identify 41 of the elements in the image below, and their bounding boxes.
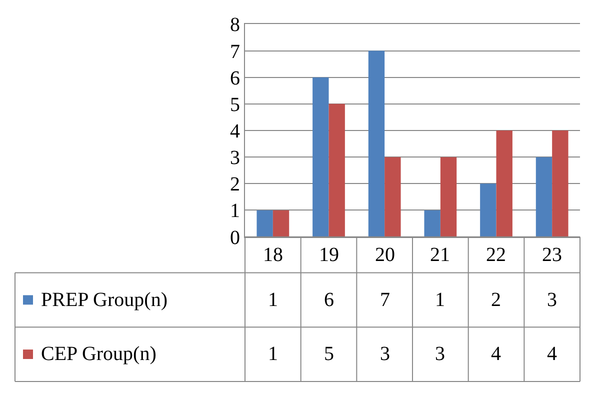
bar (440, 157, 457, 237)
legend-label: CEP Group(n) (41, 343, 156, 365)
y-tick-label: 3 (230, 147, 240, 170)
x-tick-label: 21 (430, 244, 450, 266)
bar (256, 210, 273, 237)
data-label: 3 (435, 343, 445, 365)
data-label: 4 (547, 343, 557, 365)
x-tick-label: 20 (375, 244, 395, 266)
y-tick-label: 6 (230, 67, 240, 90)
bar (536, 157, 552, 237)
data-label: 1 (268, 289, 278, 311)
bar (552, 130, 568, 237)
bar (496, 130, 512, 237)
data-label: 1 (435, 289, 445, 311)
data-label: 1 (268, 343, 278, 365)
bar (328, 104, 345, 237)
data-label: 3 (380, 343, 390, 365)
y-tick-label: 5 (230, 94, 240, 116)
data-label: 4 (491, 343, 501, 365)
y-tick-label: 1 (230, 200, 240, 222)
y-tick-label: 4 (230, 120, 240, 143)
data-label: 6 (324, 289, 334, 311)
x-tick-label: 19 (319, 244, 339, 266)
bar (368, 50, 385, 237)
x-tick-label: 23 (542, 244, 562, 266)
data-label: 7 (380, 289, 390, 311)
data-label: 2 (491, 289, 501, 311)
bar (272, 210, 290, 237)
y-tick-label: 7 (230, 40, 240, 63)
legend-label: PREP Group(n) (41, 289, 168, 311)
bar (480, 184, 496, 237)
y-tick-label: 8 (230, 14, 240, 36)
y-tick-label: 2 (230, 174, 240, 196)
x-tick-label: 22 (486, 244, 506, 266)
data-label: 5 (324, 343, 334, 365)
bar (424, 210, 440, 237)
x-tick-label: 18 (263, 244, 283, 266)
bar (312, 77, 329, 237)
y-tick-label: 0 (230, 226, 240, 249)
data-label: 3 (547, 289, 557, 311)
bar (384, 157, 401, 237)
